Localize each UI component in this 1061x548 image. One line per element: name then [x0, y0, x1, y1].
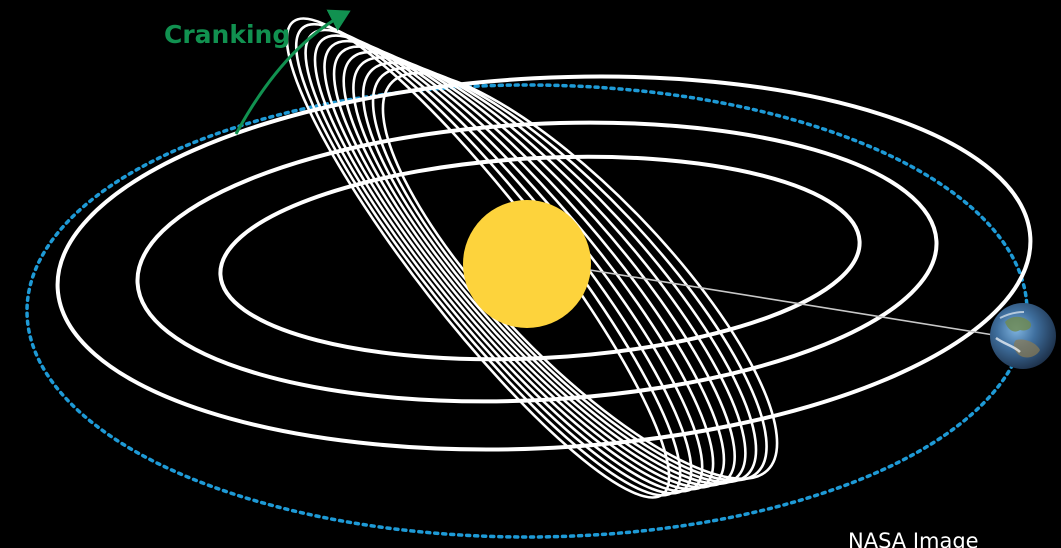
sun-earth-line [589, 269, 1001, 337]
inclined-orbit-loop [371, 66, 768, 482]
cranking-arrow-icon [234, 9, 351, 135]
ecliptic-orbit-middle [135, 120, 939, 404]
credit-label: NASA Image [848, 529, 979, 548]
ecliptic-orbits [55, 74, 1033, 452]
inclined-orbit-loop [361, 61, 758, 484]
ecliptic-orbit-inner [218, 154, 862, 362]
ecliptic-orbit-outer [55, 74, 1033, 452]
inclined-orbit-loop [381, 71, 779, 481]
cranking-label: Cranking [164, 20, 290, 49]
sun-icon [463, 200, 591, 328]
earth-icon [990, 303, 1056, 369]
